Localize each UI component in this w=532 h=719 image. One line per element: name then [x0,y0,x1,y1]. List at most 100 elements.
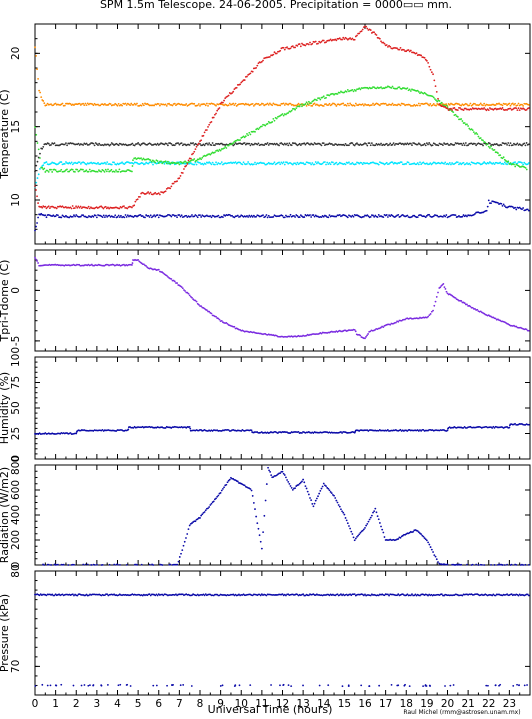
data-point [525,142,528,144]
data-point [321,96,324,99]
data-point [152,215,154,218]
data-point [373,31,376,34]
data-point [226,322,229,325]
data-point [98,142,101,145]
data-point [178,556,181,558]
data-point [90,216,93,218]
data-point [286,46,288,49]
data-point [187,528,190,531]
data-series [34,142,530,173]
data-point [430,310,433,313]
data-point [433,79,436,82]
data-point [39,168,41,170]
data-point [320,487,323,490]
data-point [45,161,48,163]
data-point [388,143,390,146]
data-point [76,162,79,165]
data-point [125,563,128,566]
data-point [213,163,216,166]
data-point [353,38,356,41]
data-point [195,145,198,148]
data-point [279,163,282,166]
data-point [527,594,530,597]
data-point [325,103,327,105]
data-point [354,102,357,105]
data-point [500,202,503,205]
data-point [132,426,135,429]
data-point [170,215,173,218]
data-point [195,163,198,166]
data-point [527,209,530,212]
data-point [255,66,258,69]
data-point [154,215,157,218]
data-point [131,262,134,264]
data-point [73,214,75,217]
data-point [63,162,66,165]
data-point [153,160,155,163]
data-point [482,139,484,142]
data-point [114,214,117,217]
data-point [283,474,286,476]
data-point [61,205,64,208]
data-point [96,170,99,173]
data-point [359,88,362,91]
data-point [110,168,113,171]
data-point [259,103,262,106]
data-point [346,522,349,525]
data-point [252,143,255,146]
data-point [493,426,496,429]
data-point [505,142,507,145]
data-point [506,163,508,166]
data-point [178,214,181,216]
data-point [212,116,215,119]
data-point [350,215,353,218]
data-point [526,163,529,166]
data-point [101,428,104,431]
data-point [290,109,293,112]
data-point [338,505,341,508]
data-point [45,207,48,210]
data-point [264,215,267,218]
data-point [422,535,425,538]
data-point [106,593,109,596]
data-point [320,216,323,219]
data-point [311,162,314,164]
data-point [282,102,285,105]
data-point [328,162,331,164]
data-point [365,335,367,338]
data-point [310,499,313,502]
data-point [333,494,335,497]
data-point [68,170,71,173]
data-point [117,684,120,687]
data-point [259,594,262,597]
data-point [39,157,41,159]
data-point [107,143,110,146]
data-point [321,162,324,165]
data-point [432,96,435,99]
data-point [208,506,211,508]
data-point [102,144,105,147]
data-point [259,540,262,543]
data-point [87,170,90,173]
data-point [466,215,468,218]
data-point [420,533,423,536]
data-point [66,168,68,171]
data-point [432,73,434,76]
data-point [294,142,297,145]
data-point [90,564,93,566]
data-point [369,594,372,597]
data-point [425,316,428,319]
data-point [141,162,144,165]
data-point [281,470,284,473]
data-point [367,215,370,218]
data-point [322,142,325,145]
data-point [399,104,402,107]
data-point [225,147,228,149]
data-point [334,103,337,106]
data-point [378,37,381,40]
data-point [306,103,309,106]
data-point [34,256,36,259]
data-point [223,147,225,150]
data-point [136,198,139,201]
data-point [50,162,52,165]
